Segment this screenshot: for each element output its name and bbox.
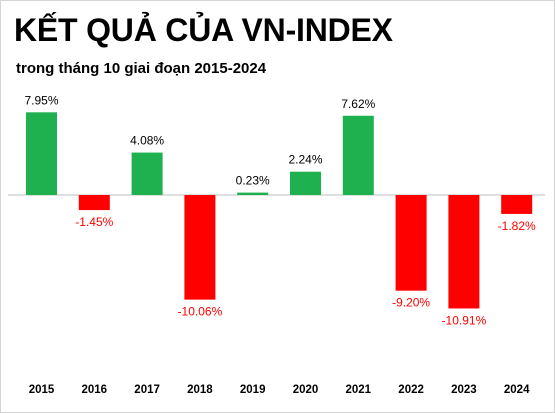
x-tick-label-2015: 2015 [29, 384, 55, 396]
x-tick-label-2022: 2022 [398, 384, 424, 396]
data-label-2023: -10.91% [442, 313, 487, 327]
data-label-2015: 7.95% [24, 93, 58, 107]
bar-2019 [237, 192, 269, 195]
data-label-2021: 7.62% [341, 97, 375, 111]
data-label-2022: -9.20% [392, 296, 430, 310]
data-label-2016: -1.45% [75, 215, 113, 229]
bar-2024 [501, 195, 533, 214]
data-label-2020: 2.24% [288, 153, 322, 167]
data-label-2024: -1.82% [498, 219, 536, 233]
x-tick-label-2017: 2017 [134, 384, 160, 396]
data-label-2019: 0.23% [236, 174, 270, 188]
bar-2023 [448, 195, 480, 309]
x-tick-label-2019: 2019 [240, 384, 266, 396]
data-label-2017: 4.08% [130, 134, 164, 148]
bar-2022 [395, 195, 427, 291]
x-tick-label-2020: 2020 [293, 384, 319, 396]
bar-2020 [290, 171, 321, 195]
x-tick-label-2016: 2016 [82, 384, 108, 396]
bar-2015 [26, 112, 57, 195]
x-tick-label-2021: 2021 [346, 384, 372, 396]
x-tick-label-2018: 2018 [187, 384, 213, 396]
x-tick-label-2023: 2023 [451, 384, 477, 396]
bar-2021 [342, 115, 374, 195]
chart-subtitle: trong tháng 10 giai đoạn 2015-2024 [16, 60, 267, 77]
data-label-2018: -10.06% [178, 305, 223, 319]
bar-2018 [184, 195, 216, 300]
chart-title: KẾT QUẢ CỦA VN-INDEX [14, 12, 393, 48]
x-tick-label-2024: 2024 [504, 384, 530, 396]
bar-2017 [131, 152, 163, 195]
bar-2016 [78, 195, 110, 211]
